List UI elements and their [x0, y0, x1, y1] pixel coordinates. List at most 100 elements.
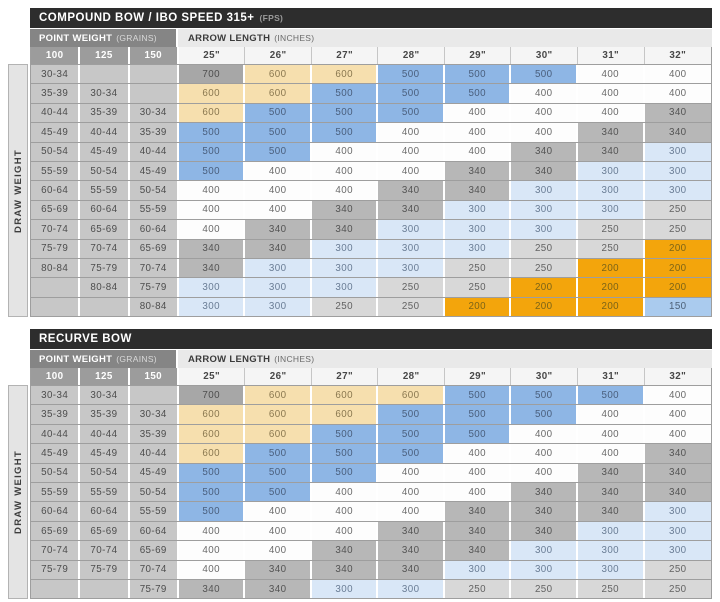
point-weight-cell: 75-79 — [129, 579, 179, 599]
spine-value-cell: 400 — [577, 103, 645, 123]
spine-value-cell: 300 — [511, 181, 578, 200]
spine-value-cell: 340 — [444, 502, 512, 521]
spine-value-cell: 400 — [511, 424, 578, 444]
spine-value-cell: 500 — [444, 65, 512, 84]
table-body: 30-34 700 600 600 500 500 500 400 400 35-39 30-34 6… — [31, 64, 711, 317]
arrow-length-column-header: 29" — [444, 47, 512, 64]
table-row: 75-79 70-74 65-69 340 340 300 300 300 250 250 200 — [31, 238, 711, 258]
spine-value-cell: 600 — [178, 103, 246, 123]
point-weight-cell: 40-44 — [80, 424, 130, 444]
spine-value-cell: 150 — [644, 297, 711, 317]
spine-value-cell: 400 — [444, 103, 512, 123]
spine-value-cell: 500 — [511, 405, 578, 424]
point-weight-label: POINT WEIGHT — [39, 353, 113, 365]
spine-value-cell: 200 — [577, 278, 645, 297]
point-weight-cell: 55-59 — [31, 483, 81, 502]
point-weight-cell: 35-39 — [129, 424, 179, 444]
spine-value-cell: 500 — [245, 483, 312, 502]
point-weight-cell: 55-59 — [129, 502, 179, 521]
spine-value-cell: 340 — [378, 541, 445, 560]
arrow-length-column-header: 30" — [511, 368, 578, 386]
spine-value-cell: 300 — [644, 142, 711, 161]
arrow-length-column-header: 29" — [444, 368, 512, 386]
spine-value-cell: 400 — [245, 502, 312, 521]
spine-value-cell: 300 — [311, 258, 379, 278]
spine-value-cell: 300 — [577, 521, 645, 541]
point-weight-cell: 50-54 — [31, 142, 81, 161]
spine-value-cell: 400 — [511, 444, 578, 463]
table-row: 45-49 45-49 40-44 600 500 500 500 400 400 400 340 — [31, 443, 711, 463]
arrow-length-column-header: 26" — [245, 368, 312, 386]
spine-value-cell: 500 — [311, 84, 379, 103]
arrow-length-unit: (INCHES) — [274, 33, 315, 43]
point-weight-cell: 35-39 — [129, 123, 179, 142]
table-row: 70-74 65-69 60-64 400 340 340 300 300 300 250 250 — [31, 219, 711, 239]
point-weight-cell: 30-34 — [80, 386, 130, 405]
point-weight-cell: 55-59 — [31, 161, 81, 181]
point-weight-cell: 60-64 — [129, 220, 179, 239]
table-row: 35-39 35-39 30-34 600 600 600 500 500 500 400 400 — [31, 404, 711, 424]
spine-value-cell: 600 — [178, 84, 246, 103]
table-grid: 100 125 150 25" 26" 27" 28" 29" 30" 31" 32" 30-34 3… — [30, 368, 712, 600]
spine-value-cell: 340 — [378, 181, 445, 200]
spine-value-cell: 250 — [444, 278, 512, 297]
spine-value-cell: 400 — [577, 405, 645, 424]
table-row: 30-34 30-34 700 600 600 600 500 500 500 400 — [31, 385, 711, 405]
spine-value-cell: 300 — [511, 560, 578, 579]
point-weight-cell — [129, 84, 179, 103]
spine-value-cell: 300 — [178, 278, 246, 297]
spine-value-cell: 400 — [178, 200, 246, 220]
arrow-length-header: ARROW LENGTH (INCHES) — [178, 29, 712, 47]
point-weight-cell: 80-84 — [31, 258, 81, 278]
point-weight-cell: 35-39 — [80, 103, 130, 123]
draw-weight-label: DRAW WEIGHT — [12, 148, 24, 233]
spine-value-cell: 300 — [378, 579, 445, 599]
spine-value-cell: 300 — [444, 239, 512, 258]
spine-value-cell: 400 — [378, 463, 445, 483]
point-weight-cell: 45-49 — [129, 463, 179, 483]
spine-value-cell: 340 — [577, 123, 645, 142]
spine-value-cell: 250 — [644, 200, 711, 220]
table-title-bar: RECURVE BOW — [30, 329, 712, 351]
spine-value-cell: 500 — [378, 65, 445, 84]
point-weight-cell: 50-54 — [80, 463, 130, 483]
spine-value-cell: 200 — [577, 297, 645, 317]
spine-value-cell: 250 — [511, 579, 578, 599]
spine-value-cell: 300 — [577, 200, 645, 220]
point-weight-cell — [31, 297, 81, 317]
spine-value-cell: 300 — [644, 521, 711, 541]
spine-value-cell: 500 — [245, 123, 312, 142]
spine-value-cell: 340 — [444, 161, 512, 181]
spine-value-cell: 400 — [311, 161, 379, 181]
spine-value-cell: 300 — [444, 200, 512, 220]
column-header-row: 100 125 150 25" 26" 27" 28" 29" 30" 31" 32" — [31, 368, 711, 386]
point-weight-cell: 50-54 — [80, 161, 130, 181]
spine-value-cell: 200 — [644, 278, 711, 297]
point-weight-column-header: 150 — [129, 47, 179, 64]
spine-value-cell: 400 — [644, 65, 711, 84]
arrow-length-column-header: 27" — [311, 47, 379, 64]
spine-value-cell: 400 — [511, 123, 578, 142]
spine-value-cell: 500 — [378, 103, 445, 123]
spine-value-cell: 500 — [378, 424, 445, 444]
spine-value-cell: 400 — [311, 502, 379, 521]
table-row: 55-59 50-54 45-49 500 400 400 400 340 340 300 300 — [31, 160, 711, 181]
table-row: 65-69 60-64 55-59 400 400 340 340 300 300 300 250 — [31, 199, 711, 220]
spine-value-cell: 340 — [644, 463, 711, 483]
spine-value-cell: 400 — [178, 560, 246, 579]
spine-value-cell: 400 — [311, 181, 379, 200]
spine-value-cell: 500 — [245, 142, 312, 161]
point-weight-cell: 65-69 — [129, 239, 179, 258]
point-weight-cell: 80-84 — [80, 278, 130, 297]
point-weight-cell: 75-79 — [80, 258, 130, 278]
spine-value-cell: 300 — [378, 239, 445, 258]
arrow-length-column-header: 27" — [311, 368, 379, 386]
spine-value-cell: 600 — [311, 405, 379, 424]
spine-value-cell: 340 — [444, 181, 512, 200]
spine-value-cell: 200 — [511, 297, 578, 317]
arrow-length-column-header: 32" — [644, 47, 711, 64]
point-weight-column-header: 100 — [31, 368, 81, 386]
spine-value-cell: 400 — [577, 424, 645, 444]
spine-value-cell: 340 — [511, 161, 578, 181]
arrow-length-label: ARROW LENGTH — [188, 32, 271, 44]
